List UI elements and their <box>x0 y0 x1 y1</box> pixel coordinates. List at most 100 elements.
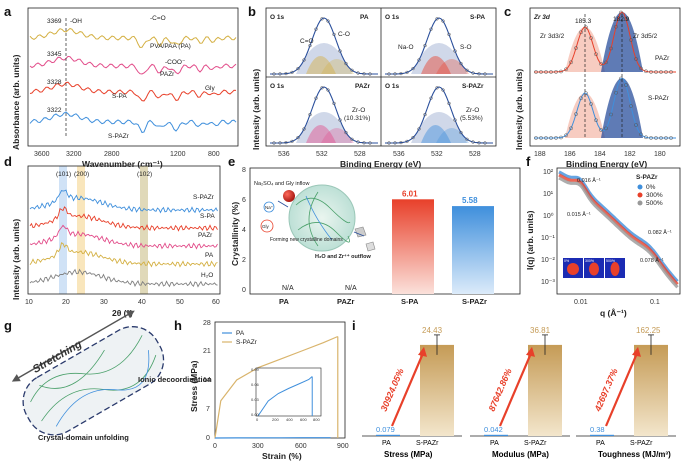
subplot-title: O 1s <box>270 83 284 90</box>
data-point <box>320 17 324 21</box>
envelope-curve <box>385 86 493 144</box>
panel-f: f 10² 10¹ 10⁰ 10⁻¹ 10⁻² 10⁻³ S-PAZr 0% 3… <box>525 154 681 318</box>
x-tick: 182 <box>624 151 636 158</box>
data-point <box>356 71 360 75</box>
data-point <box>654 70 658 74</box>
data-point <box>405 139 409 144</box>
data-point <box>423 43 427 48</box>
data-point <box>290 139 294 144</box>
x-axis-label-f: q (Å⁻¹) <box>600 308 627 318</box>
data-point <box>435 17 439 21</box>
data-point <box>344 61 348 66</box>
xrd-curve <box>29 268 218 288</box>
ftir-curve <box>29 81 237 102</box>
data-point <box>564 67 568 72</box>
x-ticks-c: 188 186 184 182 180 <box>534 151 666 158</box>
saxs-curve <box>558 170 679 283</box>
data-point <box>453 118 457 122</box>
data-point <box>465 68 469 72</box>
series-label: PAZr <box>198 232 213 239</box>
data-point <box>284 71 288 76</box>
x-axis-label-h: Strain (%) <box>262 451 302 461</box>
arrow-head <box>418 346 427 357</box>
data-point <box>534 136 538 140</box>
pa-bar <box>484 434 508 436</box>
series-label: H₂O <box>201 272 213 279</box>
xrd-curve <box>29 189 218 214</box>
x-axis-label-a: Wavenumber (cm⁻¹) <box>82 159 163 169</box>
stress-strain-curve <box>214 335 339 439</box>
saxs-curve <box>558 176 679 289</box>
xps-zr3d-curves <box>534 10 676 140</box>
saxs-curves <box>558 170 679 289</box>
data-point <box>654 136 658 140</box>
sulfate-ion-icon <box>283 190 295 202</box>
data-point <box>477 141 481 145</box>
x-tick: 1200 <box>170 151 186 158</box>
xrd-curves <box>29 189 218 288</box>
data-point <box>429 96 433 100</box>
peak-label-pa: 3369 <box>47 18 62 25</box>
diffusion-schematic: Na₂SO₄ and Gly inflow Na⁺ Gly Forming ne… <box>254 181 376 260</box>
data-point <box>441 19 445 23</box>
data-point <box>423 112 427 117</box>
category-label: PA <box>382 440 391 447</box>
y-tick: 21 <box>203 348 211 355</box>
inset-y-tick: 0.00 <box>251 412 260 417</box>
x-tick: 600 <box>295 443 307 450</box>
inset-x-tick: 200 <box>272 417 279 422</box>
x-tick: 60 <box>212 299 220 306</box>
data-point <box>659 136 663 140</box>
data-point <box>559 135 563 140</box>
x-tick: 3600 <box>34 151 50 158</box>
zr3d52-peak <box>601 78 643 138</box>
plot-frame-e <box>249 167 521 295</box>
panel-label-e: e <box>228 154 235 169</box>
peak-label: (101) <box>56 171 71 178</box>
peak-label: Zr 3d5/2 <box>633 33 658 40</box>
data-point <box>471 140 475 144</box>
data-point <box>634 57 638 61</box>
data-point <box>614 24 618 29</box>
data-point <box>594 52 598 57</box>
data-point <box>483 72 487 76</box>
ftir-curves <box>29 27 237 134</box>
data-point <box>296 66 300 71</box>
xrd-curve <box>29 242 218 268</box>
data-point <box>649 136 653 140</box>
y-ticks-e: 0 2 4 6 8 <box>242 167 246 294</box>
pa-value-label: 0.042 <box>484 425 503 434</box>
data-point <box>387 72 391 76</box>
data-point <box>356 140 360 144</box>
subplot-sample: PAZr <box>355 83 371 90</box>
x-tick: 528 <box>469 151 481 158</box>
series-label-pa: PVA/PAA (PA) <box>150 43 191 50</box>
data-point <box>272 141 276 145</box>
category-label: PAZr <box>337 297 354 306</box>
x-ticks-d: 10 20 30 40 50 60 <box>25 299 220 306</box>
x-tick: 0.01 <box>574 299 588 306</box>
peak-fill <box>421 125 451 143</box>
peak-label-spazr: 3322 <box>47 107 62 114</box>
co-label: -C=O <box>150 15 166 22</box>
spazr-value-label: 162.25 <box>636 326 661 335</box>
data-point <box>649 70 653 74</box>
inset-label: 500% <box>606 259 615 263</box>
x-axis-label-c: Binding Energy (eV) <box>566 159 647 169</box>
y-tick: 28 <box>203 320 211 327</box>
data-point <box>387 141 391 145</box>
x-tick: 532 <box>431 151 443 158</box>
data-point <box>639 132 643 137</box>
data-point <box>589 36 593 40</box>
peak-fill <box>306 56 336 74</box>
data-point <box>599 62 603 66</box>
gly-label: Gly <box>205 85 216 92</box>
series-label-pazr: PAZr <box>160 71 175 78</box>
data-point <box>326 88 330 92</box>
x-tick: 2800 <box>104 151 120 158</box>
x-ticks-h: 0 300 600 900 <box>213 443 349 450</box>
data-point <box>554 70 558 74</box>
data-point <box>629 104 633 108</box>
category-label: S-PAZr <box>630 440 653 447</box>
